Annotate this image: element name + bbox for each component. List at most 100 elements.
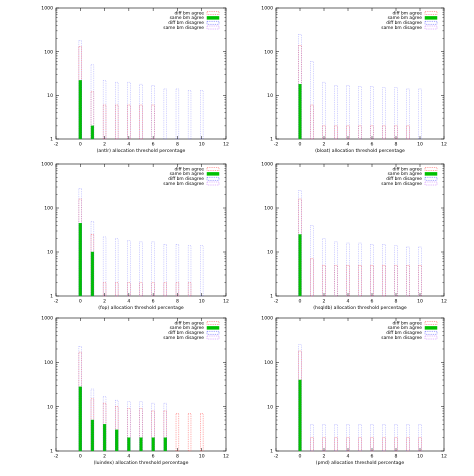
bar-diff-bm-disagree [418,88,422,140]
x-axis-label: (bloat) allocation threshold percentage [315,148,405,154]
legend-label: diff bm agree [393,166,423,172]
chart-panel-4: 1 10 100 1000 -2 0 2 4 6 8 10 12 (hsqldb) allocation… [261,162,447,311]
bar-diff-bm-agree [322,265,326,297]
bar-diff-bm-disagree [298,34,302,140]
x-tick-label: -2 [274,142,279,148]
bar-same-bm-agree [78,80,82,140]
x-tick-label: 6 [152,299,155,305]
y-tick-label: 10 [47,93,53,99]
legend-swatch-same-bm-disagree [424,25,438,30]
y-tick-label: 1 [270,449,273,455]
x-axis-label: (hsqldb) allocation threshold percentage [313,305,407,311]
bar-diff-bm-disagree [151,85,155,140]
x-axis-label: (fop) allocation threshold percentage [98,305,184,311]
bar-diff-bm-disagree [139,83,143,140]
bar-diff-bm-disagree [78,188,82,297]
bar-diff-bm-agree [175,282,180,297]
bar-diff-bm-disagree [406,424,410,452]
bar-diff-bm-disagree [115,81,119,140]
bar-diff-bm-agree [310,258,314,297]
bar-same-bm-agree [298,83,302,140]
y-tick-label: 100 [264,360,273,366]
legend-swatch-diff-bm-agree [206,11,220,15]
bar-same-bm-agree [139,437,143,452]
legend-swatch-same-bm-agree [206,326,220,330]
x-tick-label: 6 [152,454,155,460]
bar-diff-bm-disagree [370,244,374,297]
legend-swatch-diff-bm-disagree [206,176,220,181]
y-tick-label: 1000 [41,316,53,322]
legend-swatch-same-bm-agree [206,16,220,20]
y-tick-label: 1000 [41,6,53,12]
bar-diff-bm-agree [187,413,192,452]
x-tick-label: 0 [299,142,302,148]
bar-same-bm-agree [115,429,119,452]
bar-diff-bm-disagree [358,424,362,452]
bar-diff-bm-disagree [322,81,326,140]
x-tick-label: 10 [199,454,205,460]
bar-diff-bm-disagree [310,225,314,297]
bar-diff-bm-disagree [322,424,326,452]
bar-diff-bm-disagree [187,90,192,140]
bar-same-bm-agree [90,251,95,297]
bar-diff-bm-agree [394,437,398,452]
bar-diff-bm-disagree [394,245,398,297]
bar-diff-bm-disagree [151,241,155,297]
y-tick-label: 1000 [261,162,273,168]
x-tick-label: 0 [79,299,82,305]
bar-diff-bm-agree [418,265,422,297]
y-tick-label: 1000 [261,316,273,322]
y-tick-label: 100 [264,206,273,212]
chart-panel-3: 1 10 100 1000 -2 0 2 4 6 8 10 12 (fop) allocation th… [41,162,229,311]
bar-same-bm-agree [90,419,95,452]
x-tick-label: 10 [417,454,423,460]
bar-diff-bm-agree [310,437,314,452]
y-tick-label: 10 [47,404,53,410]
legend-swatch-same-bm-disagree [206,335,220,340]
x-tick-label: 12 [441,142,447,148]
bar-diff-bm-disagree [358,242,362,297]
x-tick-label: 4 [347,454,350,460]
x-tick-label: 4 [127,142,130,148]
legend-swatch-diff-bm-disagree [424,176,438,181]
x-tick-label: 12 [223,142,229,148]
x-tick-label: 4 [127,454,130,460]
bar-diff-bm-agree [322,437,326,452]
legend-label: diff bm agree [393,10,423,16]
y-tick-label: 1 [50,137,53,143]
x-axis-label: (luindex) allocation threshold percentag… [94,460,189,466]
legend-label: same bm disagree [163,25,204,31]
legend-label: diff bm disagree [386,20,422,26]
chart-panel-5: 1 10 100 1000 -2 0 2 4 6 8 10 12 (luindex) allocatio… [41,316,229,466]
bar-diff-bm-agree [382,125,386,140]
bar-diff-bm-disagree [298,190,302,297]
legend-label: same bm disagree [163,181,204,187]
bar-diff-bm-agree [163,410,167,452]
bar-diff-bm-disagree [90,64,95,140]
bar-diff-bm-disagree [394,424,398,452]
bar-diff-bm-agree [346,265,350,297]
x-tick-label: 4 [347,142,350,148]
legend-swatch-same-bm-agree [424,326,438,330]
bar-diff-bm-disagree [394,87,398,140]
bar-diff-bm-agree [418,437,422,452]
x-tick-label: 10 [199,299,205,305]
y-tick-label: 10 [267,93,273,99]
bar-diff-bm-agree [370,437,374,452]
y-tick-label: 1 [270,294,273,300]
y-tick-label: 1 [270,137,273,143]
y-tick-label: 10 [47,250,53,256]
bar-diff-bm-disagree [382,424,386,452]
bar-diff-bm-disagree [115,238,119,297]
bar-diff-bm-disagree [298,344,302,452]
bar-diff-bm-disagree [200,245,204,297]
legend-swatch-diff-bm-disagree [424,330,438,335]
bar-diff-bm-agree [370,265,374,297]
bar-diff-bm-disagree [139,241,143,297]
bar-diff-bm-disagree [358,86,362,140]
legend-label: diff bm agree [175,166,205,172]
